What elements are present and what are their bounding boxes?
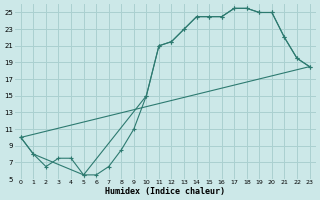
X-axis label: Humidex (Indice chaleur): Humidex (Indice chaleur) [105,187,225,196]
